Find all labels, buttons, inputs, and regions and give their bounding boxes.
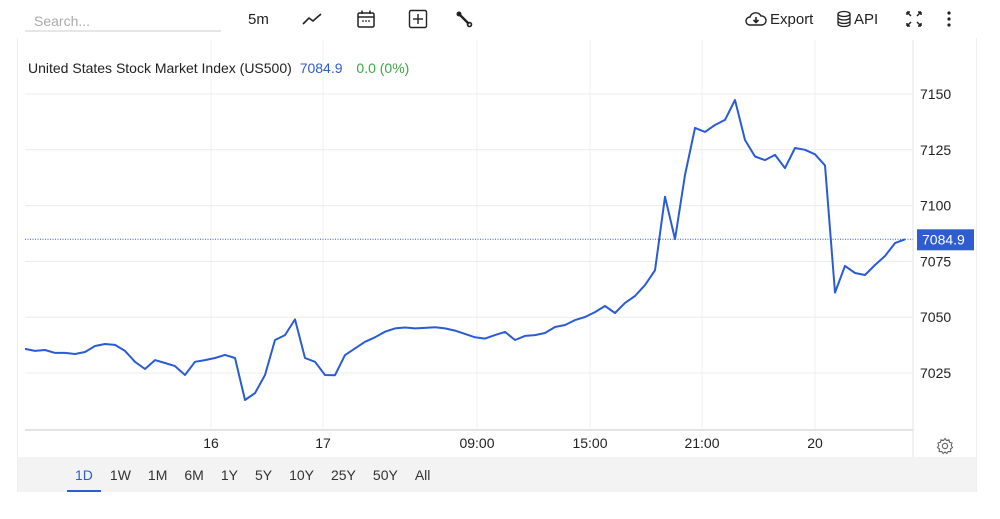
calendar-icon[interactable] [356, 8, 376, 30]
chart-legend: United States Stock Market Index (US500)… [28, 60, 409, 76]
range-25y[interactable]: 25Y [330, 467, 356, 483]
line-chart-icon[interactable] [301, 8, 323, 30]
last-price-badge-label: 7084.9 [922, 231, 965, 247]
y-tick-label: 7100 [920, 198, 951, 214]
x-tick-label: 20 [807, 435, 823, 451]
range-selector: 1D 1W 1M 6M 1Y 5Y 10Y 25Y 50Y All [18, 457, 976, 492]
fullscreen-icon[interactable] [905, 8, 923, 30]
wrench-icon[interactable] [455, 8, 473, 30]
range-10y[interactable]: 10Y [289, 467, 314, 483]
x-tick-label: 16 [203, 435, 219, 451]
range-50y[interactable]: 50Y [372, 467, 398, 483]
range-5y[interactable]: 5Y [254, 467, 273, 483]
chart-settings-icon[interactable] [936, 435, 954, 457]
legend-change: 0.0 (0%) [356, 60, 410, 76]
range-1y[interactable]: 1Y [220, 467, 238, 483]
x-tick-label: 09:00 [459, 435, 494, 451]
x-tick-label: 17 [315, 435, 331, 451]
y-tick-label: 7125 [920, 142, 951, 158]
more-vertical-icon[interactable] [945, 8, 953, 30]
y-tick-label: 7150 [920, 86, 951, 102]
range-1m[interactable]: 1M [147, 467, 168, 483]
add-box-icon[interactable] [408, 8, 428, 30]
interval-selector[interactable]: 5m [248, 10, 269, 28]
y-tick-label: 7050 [920, 309, 951, 325]
y-tick-label: 7025 [920, 365, 951, 381]
api-label: API [854, 10, 879, 28]
range-1d[interactable]: 1D [67, 457, 101, 492]
range-1w[interactable]: 1W [109, 467, 131, 483]
price-series-line [24, 99, 906, 401]
range-6m[interactable]: 6M [184, 467, 204, 483]
legend-title: United States Stock Market Index (US500) [28, 60, 292, 76]
export-label: Export [770, 10, 814, 28]
x-tick-label: 15:00 [572, 435, 607, 451]
database-icon [837, 10, 851, 28]
search-input[interactable] [25, 8, 221, 32]
export-button[interactable]: Export [745, 8, 813, 30]
x-tick-label: 21:00 [684, 435, 719, 451]
api-button[interactable]: API [836, 8, 878, 30]
y-tick-label: 7075 [920, 253, 951, 269]
cloud-download-icon [745, 12, 767, 26]
legend-price: 7084.9 [299, 60, 343, 76]
range-all[interactable]: All [414, 467, 431, 483]
last-price-badge [917, 229, 974, 251]
